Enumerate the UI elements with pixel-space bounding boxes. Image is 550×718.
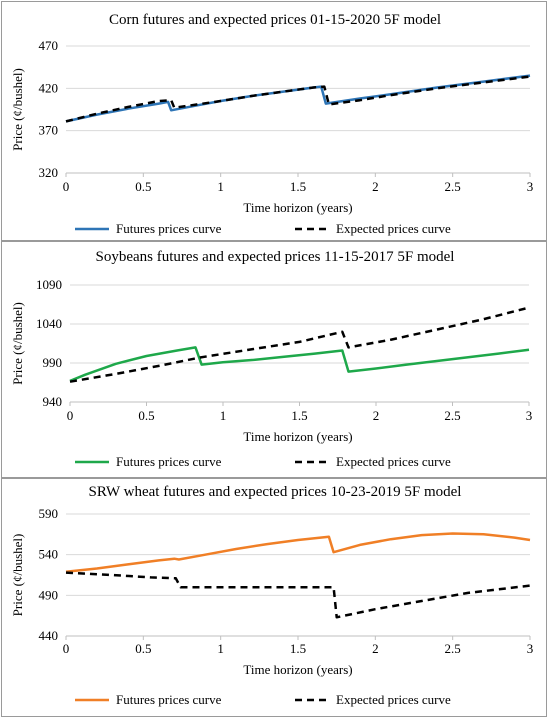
wheat-x-tick-label: 1 bbox=[217, 641, 224, 656]
wheat-legend-label-expected: Expected prices curve bbox=[336, 692, 451, 707]
soybeans-x-tick-label: 0.5 bbox=[138, 408, 154, 423]
corn-x-tick-label: 1.5 bbox=[290, 179, 306, 194]
wheat-series-futures-line bbox=[65, 532, 531, 573]
corn-y-tick-label: 420 bbox=[39, 80, 59, 95]
corn-x-tick-label: 1 bbox=[217, 179, 224, 194]
soybeans-x-tick-label: 3 bbox=[526, 408, 533, 423]
corn-chart-panel: Corn futures and expected prices 01-15-2… bbox=[1, 1, 547, 241]
soybeans-x-tick-label: 0 bbox=[67, 408, 74, 423]
soybeans-y-tick-label: 990 bbox=[43, 355, 63, 370]
wheat-y-tick-label: 540 bbox=[39, 547, 59, 562]
soybeans-x-tick-label: 2 bbox=[373, 408, 380, 423]
soybeans-x-tick-label: 1.5 bbox=[291, 408, 307, 423]
wheat-x-tick-label: 0.5 bbox=[135, 641, 151, 656]
corn-y-tick-label: 370 bbox=[39, 123, 59, 138]
soybeans-x-tick-label: 2.5 bbox=[444, 408, 460, 423]
wheat-x-tick-label: 1.5 bbox=[290, 641, 306, 656]
wheat-x-tick-label: 2 bbox=[372, 641, 379, 656]
corn-x-tick-label: 2.5 bbox=[445, 179, 461, 194]
corn-x-axis-label: Time horizon (years) bbox=[243, 200, 352, 215]
soybeans-x-tick-label: 1 bbox=[220, 408, 227, 423]
soybeans-series-futures-line bbox=[69, 346, 530, 383]
corn-legend-label-futures: Futures prices curve bbox=[116, 221, 222, 236]
wheat-x-tick-label: 3 bbox=[527, 641, 534, 656]
wheat-chart-panel: SRW wheat futures and expected prices 10… bbox=[1, 478, 547, 717]
corn-y-axis-label: Price (¢/bushel) bbox=[10, 68, 25, 151]
soybeans-y-tick-label: 1090 bbox=[36, 277, 62, 292]
corn-x-tick-label: 0.5 bbox=[135, 179, 151, 194]
wheat-y-tick-label: 490 bbox=[39, 587, 59, 602]
corn-x-tick-label: 0 bbox=[63, 179, 70, 194]
wheat-y-tick-label: 440 bbox=[39, 628, 59, 643]
corn-y-tick-label: 470 bbox=[39, 38, 59, 53]
corn-y-tick-label: 320 bbox=[39, 165, 59, 180]
soybeans-x-axis-label: Time horizon (years) bbox=[243, 429, 352, 444]
wheat-chart-title: SRW wheat futures and expected prices 10… bbox=[89, 484, 462, 500]
wheat-x-axis-label: Time horizon (years) bbox=[243, 662, 352, 677]
wheat-series-expected-line bbox=[65, 571, 531, 619]
wheat-chart: SRW wheat futures and expected prices 10… bbox=[10, 484, 534, 707]
corn-series-expected-line bbox=[65, 75, 531, 123]
wheat-x-tick-label: 0 bbox=[63, 641, 70, 656]
soybeans-chart: Soybeans futures and expected prices 11-… bbox=[10, 249, 533, 469]
soybeans-y-tick-label: 940 bbox=[43, 394, 63, 409]
wheat-x-tick-label: 2.5 bbox=[445, 641, 461, 656]
corn-chart: Corn futures and expected prices 01-15-2… bbox=[10, 12, 534, 236]
corn-legend-label-expected: Expected prices curve bbox=[336, 221, 451, 236]
corn-series-futures-line bbox=[65, 74, 531, 123]
wheat-y-axis-label: Price (¢/bushel) bbox=[10, 534, 25, 617]
corn-x-tick-label: 3 bbox=[527, 179, 534, 194]
soybeans-series-expected-line bbox=[69, 306, 530, 383]
soybeans-chart-title: Soybeans futures and expected prices 11-… bbox=[96, 249, 455, 265]
soybeans-chart-panel: Soybeans futures and expected prices 11-… bbox=[1, 241, 547, 478]
soybeans-legend-label-futures: Futures prices curve bbox=[116, 454, 222, 469]
soybeans-legend-label-expected: Expected prices curve bbox=[336, 454, 451, 469]
soybeans-y-tick-label: 1040 bbox=[36, 316, 62, 331]
corn-x-tick-label: 2 bbox=[372, 179, 379, 194]
corn-chart-title: Corn futures and expected prices 01-15-2… bbox=[109, 12, 441, 28]
soybeans-y-axis-label: Price (¢/bushel) bbox=[10, 302, 25, 385]
wheat-legend-label-futures: Futures prices curve bbox=[116, 692, 222, 707]
wheat-y-tick-label: 590 bbox=[39, 506, 59, 521]
